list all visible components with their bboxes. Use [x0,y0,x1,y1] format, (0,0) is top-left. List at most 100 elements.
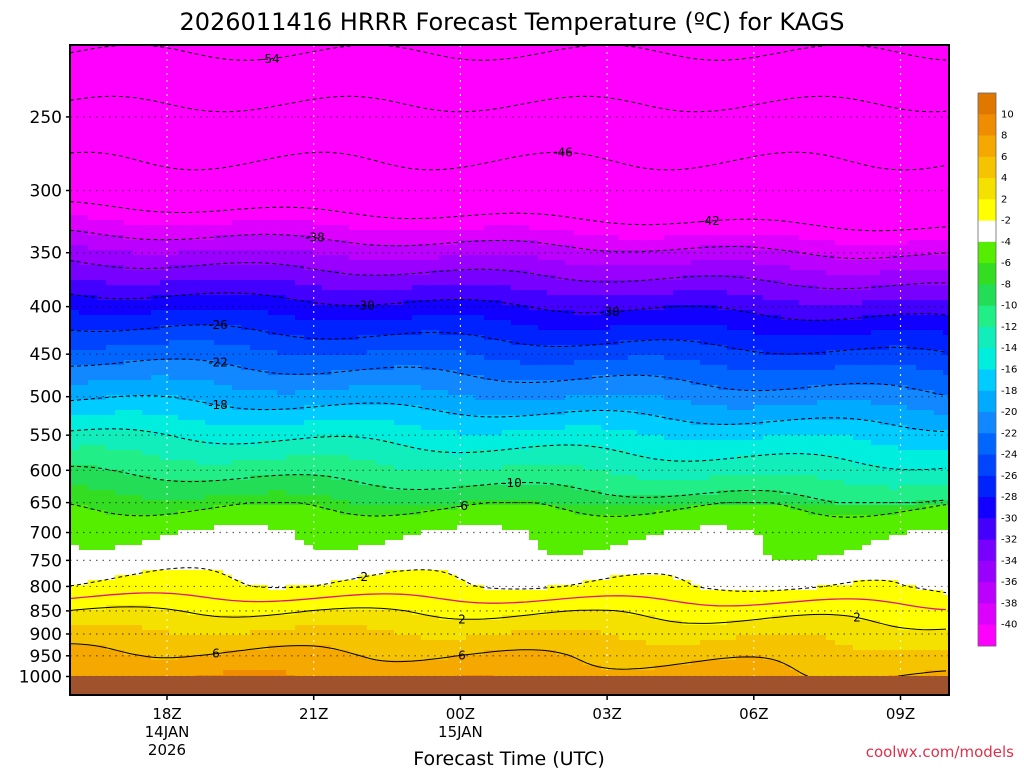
temp-cell [250,535,260,541]
temp-cell [88,205,98,211]
temp-cell [358,495,368,501]
temp-cell [232,510,242,516]
temp-cell [88,410,98,416]
temp-cell [124,220,134,226]
temp-cell [232,360,242,366]
temp-cell [97,595,107,601]
temp-cell [196,170,206,176]
temp-cell [223,325,233,331]
temp-cell [169,270,179,276]
temp-cell [196,340,206,346]
temp-cell [322,135,332,141]
temp-cell [304,105,314,111]
temp-cell [106,240,116,246]
temp-cell [97,565,107,571]
temp-cell [241,415,251,421]
temp-cell [250,185,260,191]
temp-cell [304,670,314,676]
temp-cell [160,125,170,131]
temp-cell [304,235,314,241]
temp-cell [70,160,80,166]
temp-cell [277,165,287,171]
temp-cell [340,305,350,311]
temp-cell [187,250,197,256]
temp-cell [169,545,179,551]
temp-cell [376,210,386,216]
temp-cell [340,190,350,196]
temp-cell [340,365,350,371]
temp-cell [241,125,251,131]
temp-cell [367,210,377,216]
temp-cell [124,515,134,521]
temp-cell [367,240,377,246]
temp-cell [358,565,368,571]
temp-cell [79,560,89,566]
temp-cell [313,185,323,191]
temp-cell [376,540,386,546]
temp-cell [214,400,224,406]
temp-cell [151,595,161,601]
temp-cell [403,85,413,91]
temp-cell [169,315,179,321]
temp-cell [403,330,413,336]
temp-cell [115,660,125,666]
temp-cell [340,605,350,611]
temp-cell [223,210,233,216]
temp-cell [385,55,395,61]
temp-cell [313,490,323,496]
temp-cell [223,635,233,641]
temp-cell [376,240,386,246]
temp-cell [187,535,197,541]
temp-cell [196,300,206,306]
temp-cell [367,290,377,296]
temp-cell [205,85,215,91]
temp-cell [286,130,296,136]
temp-cell [115,665,125,671]
temp-cell [115,215,125,221]
temp-cell [340,510,350,516]
temp-cell [169,225,179,231]
temp-cell [124,110,134,116]
temp-cell [196,190,206,196]
temp-cell [250,250,260,256]
temp-cell [376,585,386,591]
temp-cell [106,385,116,391]
temp-cell [403,595,413,601]
temp-cell [403,180,413,186]
temp-cell [223,380,233,386]
temp-cell [367,565,377,571]
temp-cell [205,120,215,126]
temp-cell [169,255,179,261]
temp-cell [106,585,116,591]
temp-cell [259,405,269,411]
temp-cell [322,560,332,566]
temp-cell [358,210,368,216]
temp-cell [88,580,98,586]
temp-cell [241,465,251,471]
temp-cell [133,140,143,146]
temp-cell [376,255,386,261]
temp-cell [304,255,314,261]
temp-cell [88,665,98,671]
temp-cell [232,175,242,181]
temp-cell [214,210,224,216]
temp-cell [151,90,161,96]
temp-cell [79,290,89,296]
temp-cell [106,75,116,81]
temp-cell [358,395,368,401]
temp-cell [349,325,359,331]
temp-cell [106,45,116,51]
temp-cell [322,245,332,251]
temp-cell [160,660,170,666]
temp-cell [403,450,413,456]
temp-cell [385,665,395,671]
temp-cell [313,165,323,171]
temp-cell [142,200,152,206]
temp-cell [241,205,251,211]
temp-cell [232,55,242,61]
temp-cell [187,255,197,261]
temp-cell [331,460,341,466]
temp-cell [295,175,305,181]
temp-cell [304,200,314,206]
temp-cell [133,185,143,191]
